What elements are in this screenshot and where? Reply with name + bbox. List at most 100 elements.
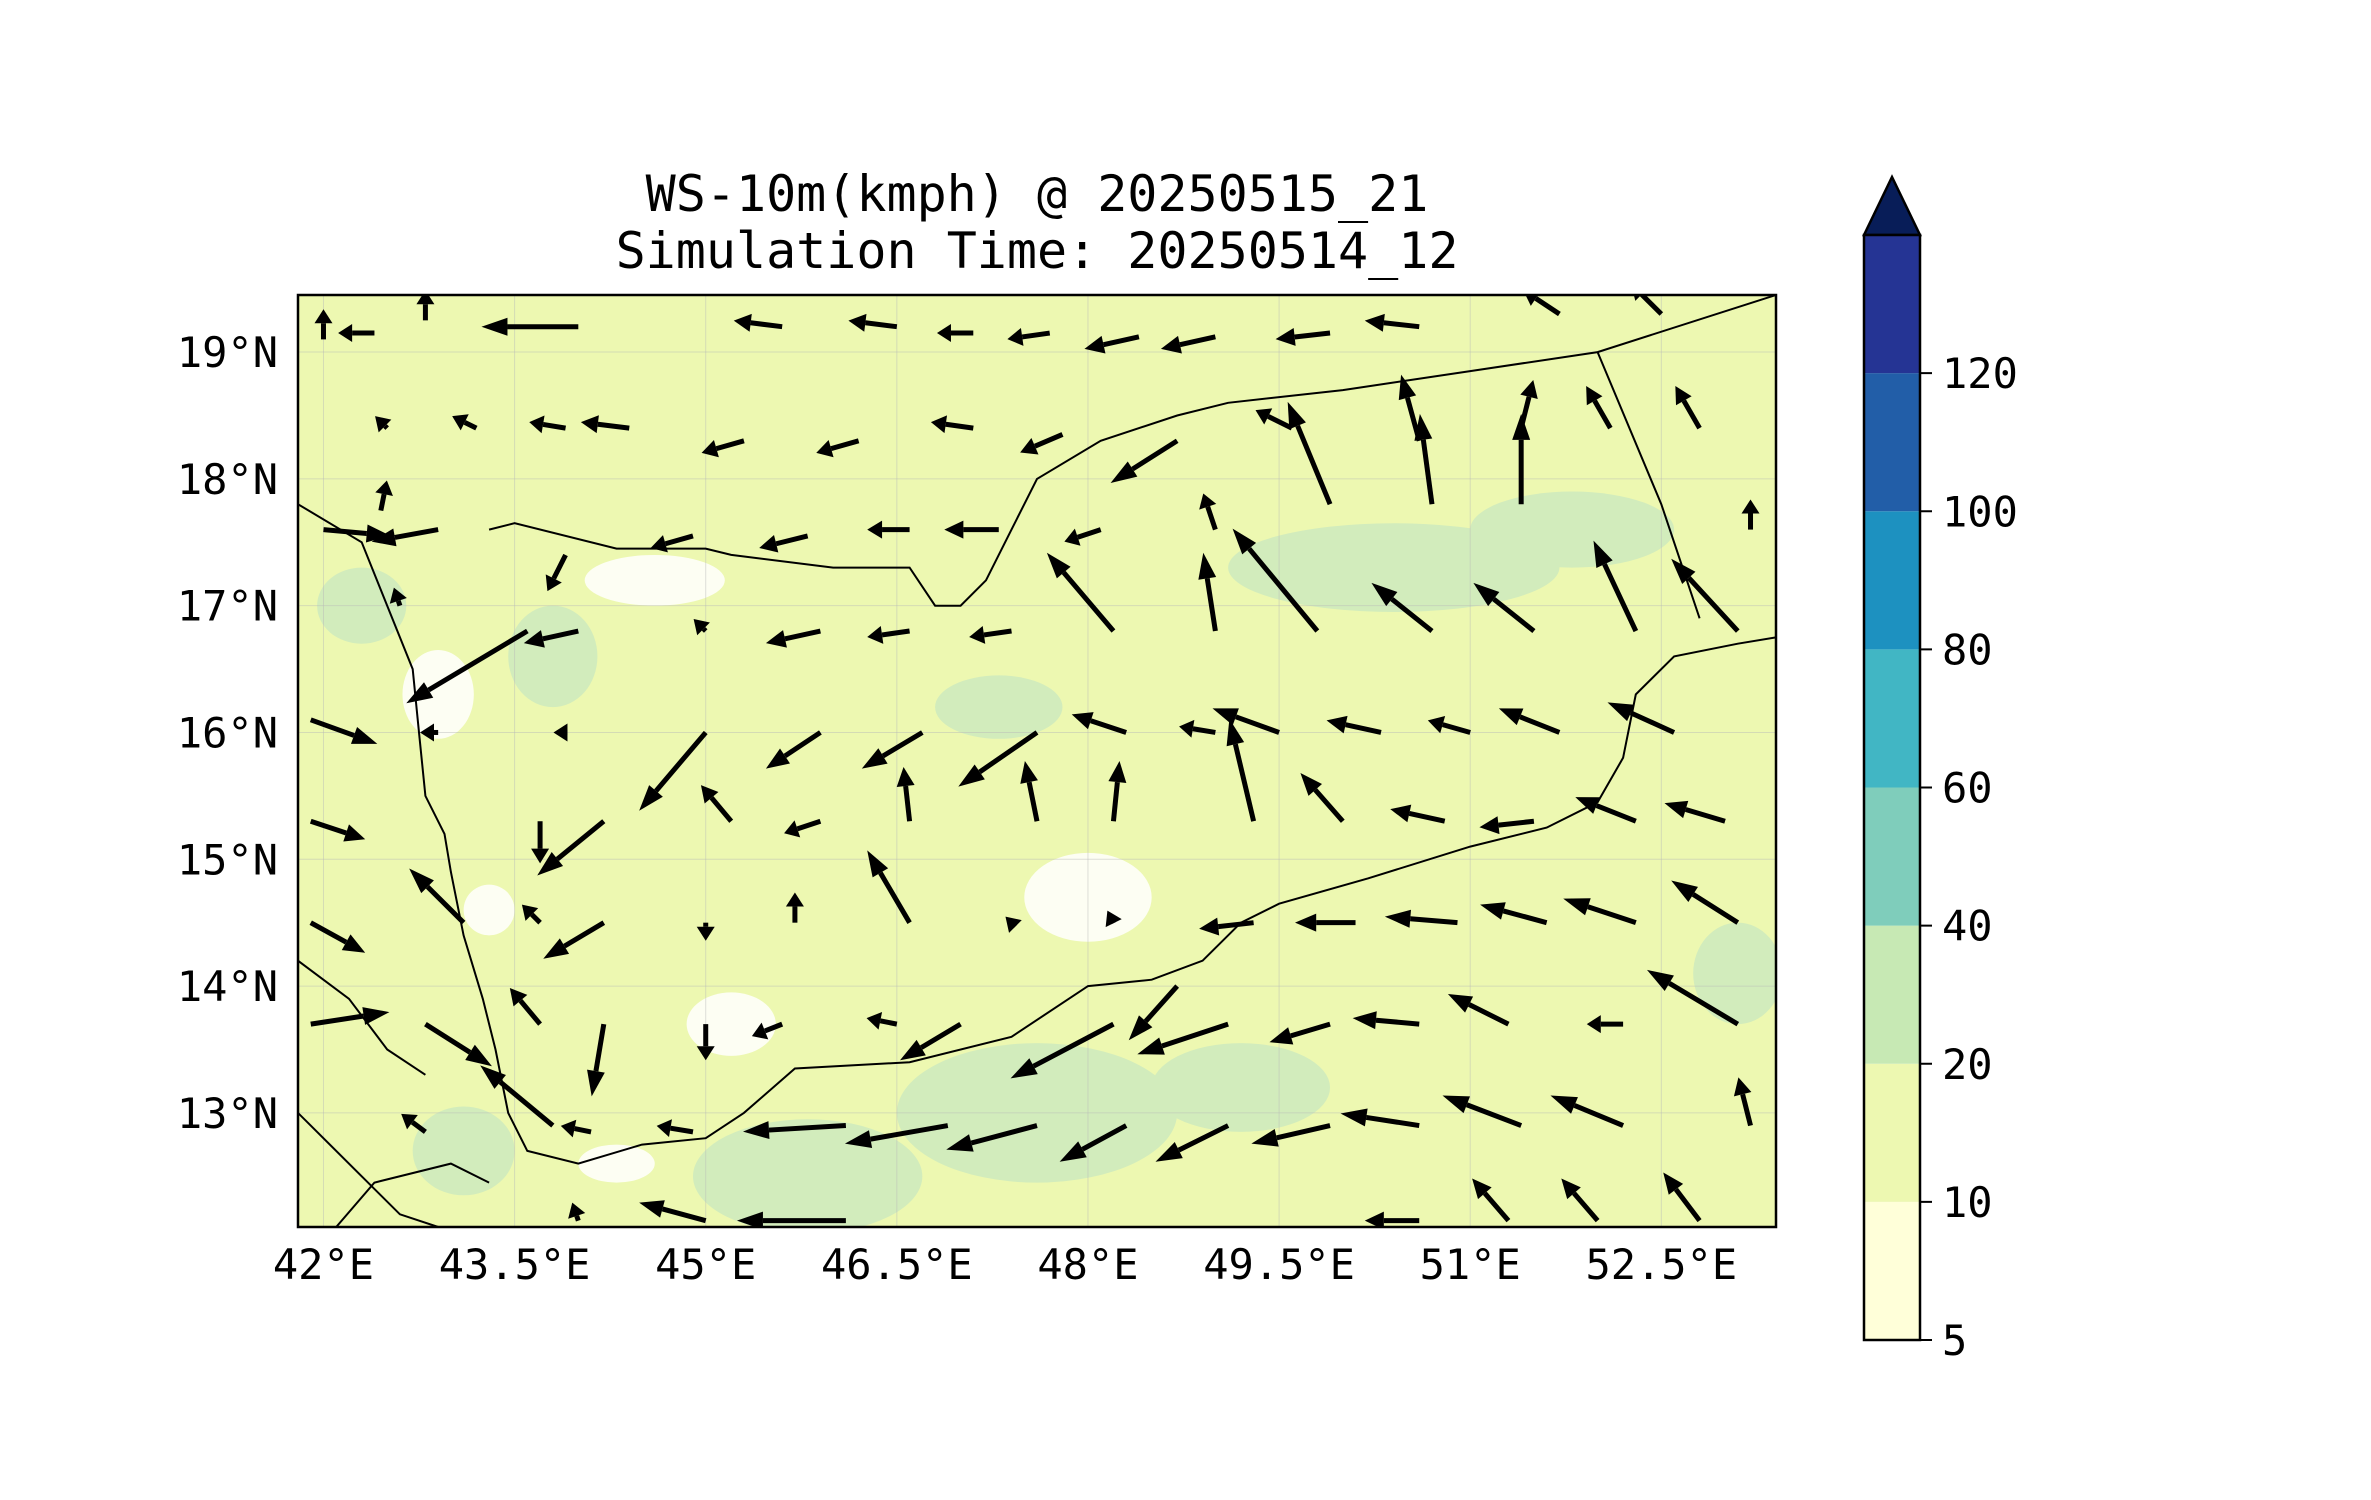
wind-arrow	[896, 767, 915, 822]
wind-arrow-shaft	[378, 493, 387, 512]
wind-arrow	[560, 1119, 592, 1138]
wind-arrow-shaft	[1420, 439, 1435, 505]
wind-arrow	[639, 1200, 707, 1224]
wind-arrow	[309, 818, 366, 842]
wind-arrow	[509, 987, 543, 1026]
wind-arrow-shaft	[1482, 1191, 1511, 1223]
longitude-tick-label: 45°E	[655, 1240, 756, 1289]
colorbar: 5 10 20 40 60 80 100 120	[1862, 174, 2018, 1365]
wind-arrow-shaft	[1587, 904, 1637, 926]
wind-arrow-head	[1561, 1178, 1581, 1200]
wind-arrow-head	[1179, 719, 1195, 738]
wind-arrow-head	[816, 439, 834, 458]
wind-arrow-shaft	[784, 628, 821, 642]
wind-arrow-head	[936, 324, 951, 343]
wind-arrow-shaft	[1076, 527, 1102, 540]
wind-arrow-head	[650, 535, 668, 553]
wind-arrow	[1473, 582, 1536, 633]
contour-band-5-10	[578, 1144, 655, 1183]
wind-arrow-shaft	[1534, 296, 1561, 317]
colorbar-tick-label: 10	[1942, 1178, 1993, 1227]
latitude-tick-label: 16°N	[177, 708, 278, 757]
wind-arrow-shaft	[1161, 1021, 1229, 1049]
wind-arrow-head	[1005, 916, 1022, 933]
wind-arrow	[844, 1123, 949, 1148]
wind-arrow	[1198, 552, 1218, 632]
wind-arrow-head	[867, 626, 884, 644]
wind-arrow	[1179, 719, 1216, 738]
wind-arrow	[1480, 902, 1548, 926]
wind-arrow-shaft	[1740, 1093, 1753, 1127]
wind-arrow-head	[480, 1065, 506, 1089]
wind-arrow	[1255, 408, 1293, 431]
wind-arrow-head	[1646, 969, 1674, 991]
wind-arrow	[1084, 334, 1140, 354]
wind-arrow-shaft	[309, 920, 348, 945]
wind-arrow-head	[946, 1134, 974, 1152]
wind-arrow-head	[1525, 295, 1539, 306]
wind-arrow	[375, 416, 392, 433]
wind-arrow-shaft	[1572, 1191, 1600, 1223]
wind-arrow	[1671, 558, 1740, 633]
wind-arrow	[1671, 880, 1740, 925]
wind-arrow-head	[765, 630, 787, 648]
wind-arrow	[480, 1065, 555, 1128]
coastline-africa-coast	[298, 1112, 439, 1227]
wind-arrow-shaft	[310, 1013, 365, 1027]
wind-arrow-head	[1326, 715, 1348, 734]
wind-arrow-head	[389, 587, 407, 604]
wind-arrow-shaft	[970, 1123, 1038, 1146]
wind-arrow-head	[371, 528, 397, 547]
colorbar-segment	[1864, 925, 1920, 1064]
wind-arrow-head	[784, 820, 801, 838]
wind-arrow-head	[365, 524, 391, 543]
wind-arrow	[1447, 994, 1510, 1027]
wind-arrow-head	[751, 1022, 769, 1040]
wind-arrow-head	[338, 324, 353, 343]
wind-arrow-head	[553, 723, 568, 742]
wind-arrow	[529, 415, 566, 434]
colorbar-tick-label: 80	[1942, 625, 1993, 674]
wind-arrow-head	[765, 748, 790, 769]
wind-arrow	[1020, 432, 1064, 455]
colorbar-tick-label: 60	[1942, 764, 1993, 813]
wind-arrow-shaft	[1247, 547, 1320, 633]
wind-arrow	[310, 1007, 390, 1027]
wind-arrow-head	[1520, 379, 1538, 400]
wind-arrow-head	[545, 574, 562, 592]
wind-arrow	[338, 324, 375, 343]
wind-arrow	[765, 730, 822, 769]
wind-arrow	[759, 533, 809, 553]
wind-arrow-head	[1398, 374, 1417, 401]
wind-arrow-head	[1020, 761, 1038, 784]
wind-arrow-head	[419, 723, 434, 742]
coastline-red-sea-west	[298, 959, 426, 1076]
wind-arrow-head	[1010, 1058, 1038, 1079]
wind-arrow-head	[1007, 328, 1024, 346]
wind-arrow-shaft	[1365, 1114, 1420, 1129]
latitude-tick-label: 18°N	[177, 455, 278, 504]
wind-arrow-head	[406, 682, 434, 704]
wind-arrow-head	[1071, 712, 1094, 730]
wind-arrow-head	[1586, 385, 1603, 406]
wind-arrow-head	[1255, 408, 1273, 425]
wind-arrow-shaft	[1089, 718, 1127, 735]
wind-arrow-head	[1427, 715, 1446, 734]
wind-arrow-shaft	[1276, 1123, 1331, 1141]
wind-arrow-shaft	[1081, 1123, 1128, 1152]
wind-arrow-shaft	[1691, 892, 1740, 925]
wind-arrow	[1479, 816, 1535, 835]
wind-arrow-head	[701, 439, 719, 458]
wind-arrow	[1384, 909, 1458, 928]
wind-arrow-head	[1108, 761, 1127, 783]
contour-band-5-10	[584, 554, 725, 606]
wind-arrow-shaft	[1179, 334, 1216, 348]
wind-arrow-shaft	[1032, 1021, 1115, 1069]
contour-band-20-40	[412, 1106, 515, 1196]
wind-arrow-shaft	[664, 533, 694, 547]
wind-arrow-head	[416, 295, 435, 305]
wind-arrow-shaft	[1465, 1102, 1523, 1128]
wind-arrow-shaft	[1639, 295, 1664, 316]
wind-arrow-head	[1593, 540, 1613, 569]
longitude-tick-label: 48°E	[1037, 1240, 1138, 1289]
